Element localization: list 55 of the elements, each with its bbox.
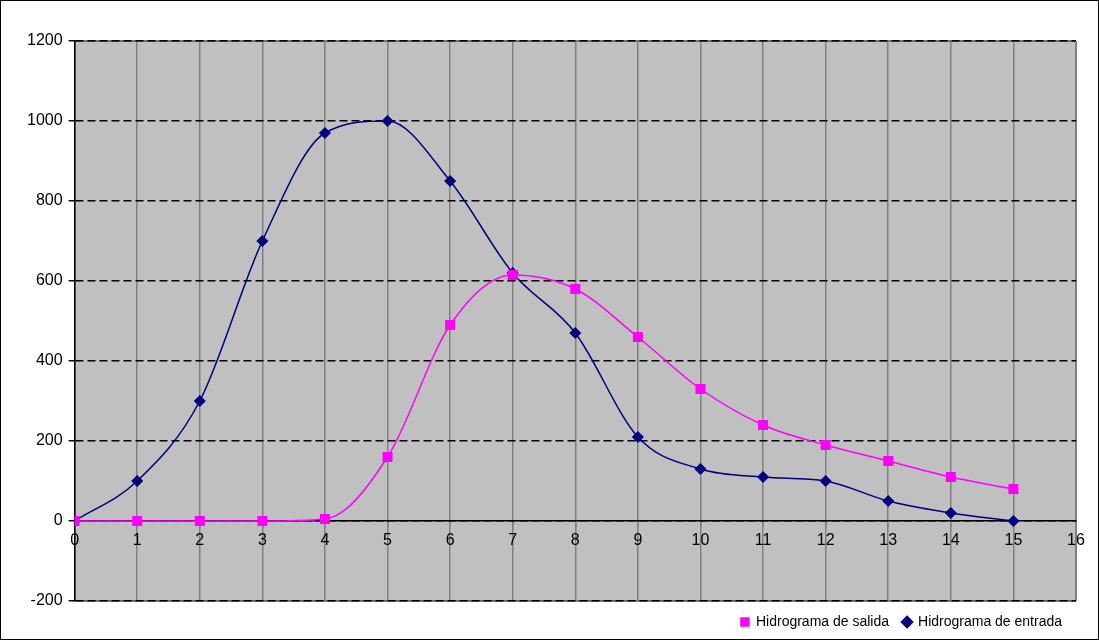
y-tick-label: 800	[35, 191, 63, 209]
point	[694, 463, 707, 475]
point	[1008, 484, 1019, 494]
x-tick-label: 6	[445, 531, 455, 549]
x-tick-label: 2	[195, 531, 205, 549]
x-tick-label: 13	[879, 531, 898, 549]
point	[1007, 515, 1020, 527]
x-tick-label: 11	[754, 531, 772, 549]
x-tick-label: 14	[941, 531, 960, 549]
legend-label: Hidrograma de entrada	[918, 612, 1063, 629]
y-tick-label: 200	[35, 431, 63, 449]
point	[570, 284, 581, 294]
point	[445, 320, 456, 330]
x-tick-label: 5	[383, 531, 393, 549]
point	[819, 475, 832, 487]
point	[444, 175, 456, 187]
point	[319, 514, 330, 524]
x-tick-label: 16	[1067, 531, 1085, 549]
point	[381, 115, 394, 127]
point	[632, 431, 644, 443]
point	[757, 471, 769, 483]
point	[256, 235, 269, 247]
x-tick-label: 15	[1004, 531, 1023, 549]
y-tick-label: 0	[53, 511, 63, 529]
point	[132, 516, 143, 526]
x-tick-label: 3	[257, 531, 267, 549]
y-tick-label: 600	[35, 271, 63, 289]
point	[194, 395, 206, 407]
point	[882, 495, 894, 507]
point	[632, 332, 643, 342]
x-tick-label: 9	[633, 531, 643, 549]
point	[945, 472, 956, 482]
point	[945, 507, 957, 519]
x-tick-label: 4	[320, 531, 330, 549]
point	[883, 456, 894, 466]
point	[820, 440, 831, 450]
x-tick-label: 10	[691, 531, 710, 549]
point	[319, 127, 331, 139]
point	[507, 270, 518, 280]
point	[382, 452, 393, 462]
x-tick-label: 8	[570, 531, 580, 549]
point	[131, 475, 143, 487]
x-tick-label: 1	[132, 531, 142, 549]
point	[257, 516, 268, 526]
point	[569, 327, 582, 339]
legend-label: Hidrograma de salida	[755, 612, 890, 629]
y-tick-label: 1000	[27, 111, 63, 129]
y-tick-label: 400	[35, 351, 63, 369]
point	[758, 420, 769, 430]
x-tick-label: 12	[816, 531, 835, 549]
y-tick-label: 1200	[27, 31, 63, 49]
point	[194, 516, 205, 526]
point	[695, 384, 706, 394]
y-tick-label: -200	[30, 591, 63, 609]
x-tick-label: 7	[508, 531, 518, 549]
